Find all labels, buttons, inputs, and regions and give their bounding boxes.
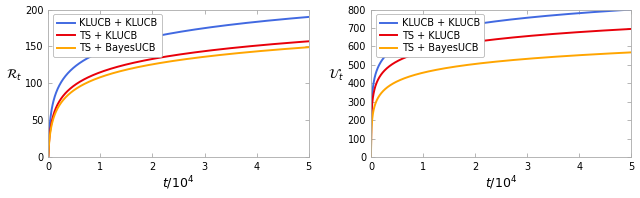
TS + KLUCB bbox=[60, 93, 68, 96]
TS + KLUCB bbox=[305, 40, 312, 43]
X-axis label: $t/10^4$: $t/10^4$ bbox=[163, 175, 195, 192]
KLUCB + KLUCB bbox=[44, 156, 52, 158]
TS + BayesUCB bbox=[383, 86, 391, 89]
TS + KLUCB bbox=[242, 46, 250, 48]
KLUCB + KLUCB bbox=[533, 16, 541, 18]
KLUCB + KLUCB bbox=[60, 76, 68, 79]
Line: KLUCB + KLUCB: KLUCB + KLUCB bbox=[48, 17, 308, 157]
TS + BayesUCB bbox=[533, 57, 541, 59]
TS + KLUCB bbox=[591, 30, 599, 32]
Legend: KLUCB + KLUCB, TS + KLUCB, TS + BayesUCB: KLUCB + KLUCB, TS + KLUCB, TS + BayesUCB bbox=[53, 14, 161, 57]
Line: TS + BayesUCB: TS + BayesUCB bbox=[48, 47, 308, 157]
TS + KLUCB bbox=[269, 43, 276, 45]
TS + BayesUCB bbox=[242, 51, 250, 54]
KLUCB + KLUCB bbox=[211, 26, 218, 28]
TS + KLUCB bbox=[533, 34, 541, 36]
TS + KLUCB bbox=[367, 156, 375, 158]
TS + KLUCB bbox=[525, 35, 533, 37]
TS + KLUCB bbox=[44, 156, 52, 158]
TS + BayesUCB bbox=[211, 54, 218, 57]
KLUCB + KLUCB bbox=[202, 27, 210, 29]
X-axis label: $t/10^4$: $t/10^4$ bbox=[485, 175, 517, 192]
TS + BayesUCB bbox=[627, 51, 635, 54]
TS + BayesUCB bbox=[367, 156, 375, 158]
TS + KLUCB bbox=[564, 32, 572, 34]
Line: TS + BayesUCB: TS + BayesUCB bbox=[371, 52, 631, 157]
KLUCB + KLUCB bbox=[383, 53, 391, 55]
KLUCB + KLUCB bbox=[196, 28, 204, 30]
KLUCB + KLUCB bbox=[518, 17, 526, 19]
TS + BayesUCB bbox=[518, 58, 526, 60]
KLUCB + KLUCB bbox=[269, 19, 276, 21]
TS + BayesUCB bbox=[196, 56, 204, 59]
TS + BayesUCB bbox=[269, 49, 276, 51]
TS + KLUCB bbox=[627, 28, 635, 30]
TS + KLUCB bbox=[211, 49, 218, 51]
TS + KLUCB bbox=[383, 67, 391, 69]
KLUCB + KLUCB bbox=[525, 16, 533, 19]
Line: KLUCB + KLUCB: KLUCB + KLUCB bbox=[371, 10, 631, 157]
KLUCB + KLUCB bbox=[242, 22, 250, 24]
TS + BayesUCB bbox=[525, 57, 533, 60]
Y-axis label: $\mathcal{R}_t$: $\mathcal{R}_t$ bbox=[6, 68, 22, 83]
TS + BayesUCB bbox=[44, 156, 52, 158]
KLUCB + KLUCB bbox=[564, 13, 572, 15]
TS + KLUCB bbox=[202, 50, 210, 52]
TS + BayesUCB bbox=[305, 46, 312, 48]
TS + BayesUCB bbox=[591, 53, 599, 55]
TS + BayesUCB bbox=[202, 55, 210, 58]
KLUCB + KLUCB bbox=[367, 156, 375, 158]
KLUCB + KLUCB bbox=[305, 16, 312, 18]
TS + KLUCB bbox=[518, 35, 526, 38]
KLUCB + KLUCB bbox=[627, 8, 635, 11]
Y-axis label: $\mathcal{U}_t$: $\mathcal{U}_t$ bbox=[328, 68, 344, 83]
TS + KLUCB bbox=[196, 50, 204, 53]
Line: TS + KLUCB: TS + KLUCB bbox=[48, 41, 308, 157]
TS + BayesUCB bbox=[60, 98, 68, 100]
KLUCB + KLUCB bbox=[591, 11, 599, 13]
Legend: KLUCB + KLUCB, TS + KLUCB, TS + BayesUCB: KLUCB + KLUCB, TS + KLUCB, TS + BayesUCB bbox=[376, 14, 484, 57]
TS + BayesUCB bbox=[564, 55, 572, 57]
Line: TS + KLUCB: TS + KLUCB bbox=[371, 29, 631, 157]
